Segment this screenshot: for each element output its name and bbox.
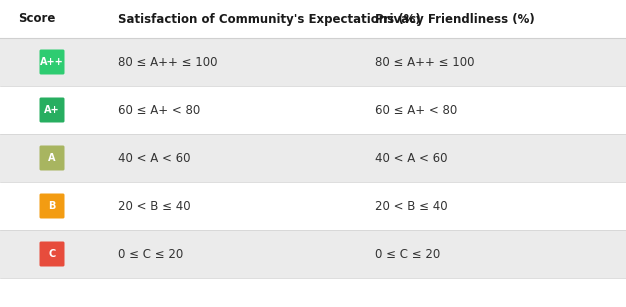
Text: 60 ≤ A+ < 80: 60 ≤ A+ < 80 xyxy=(118,103,200,116)
Bar xyxy=(0,38,626,86)
Text: 80 ≤ A++ ≤ 100: 80 ≤ A++ ≤ 100 xyxy=(118,56,217,68)
Bar xyxy=(0,134,626,182)
Text: Score: Score xyxy=(18,13,55,25)
Text: 20 < B ≤ 40: 20 < B ≤ 40 xyxy=(375,200,448,212)
Bar xyxy=(0,182,626,230)
FancyBboxPatch shape xyxy=(39,193,64,219)
FancyBboxPatch shape xyxy=(39,242,64,266)
Text: B: B xyxy=(48,201,56,211)
Bar xyxy=(0,0,626,38)
Text: A+: A+ xyxy=(44,105,60,115)
Text: 40 < A < 60: 40 < A < 60 xyxy=(375,151,448,165)
Text: C: C xyxy=(48,249,56,259)
Text: 60 ≤ A+ < 80: 60 ≤ A+ < 80 xyxy=(375,103,457,116)
Bar xyxy=(0,230,626,278)
Text: 20 < B ≤ 40: 20 < B ≤ 40 xyxy=(118,200,191,212)
Text: A++: A++ xyxy=(40,57,64,67)
Text: A: A xyxy=(48,153,56,163)
FancyBboxPatch shape xyxy=(39,98,64,122)
Bar xyxy=(0,86,626,134)
FancyBboxPatch shape xyxy=(39,146,64,170)
Text: 40 < A < 60: 40 < A < 60 xyxy=(118,151,190,165)
Text: 80 ≤ A++ ≤ 100: 80 ≤ A++ ≤ 100 xyxy=(375,56,475,68)
Text: 0 ≤ C ≤ 20: 0 ≤ C ≤ 20 xyxy=(118,247,183,261)
Text: 0 ≤ C ≤ 20: 0 ≤ C ≤ 20 xyxy=(375,247,440,261)
FancyBboxPatch shape xyxy=(39,49,64,75)
Text: Satisfaction of Community's Expectations (%): Satisfaction of Community's Expectations… xyxy=(118,13,421,25)
Text: Privacy Friendliness (%): Privacy Friendliness (%) xyxy=(375,13,535,25)
